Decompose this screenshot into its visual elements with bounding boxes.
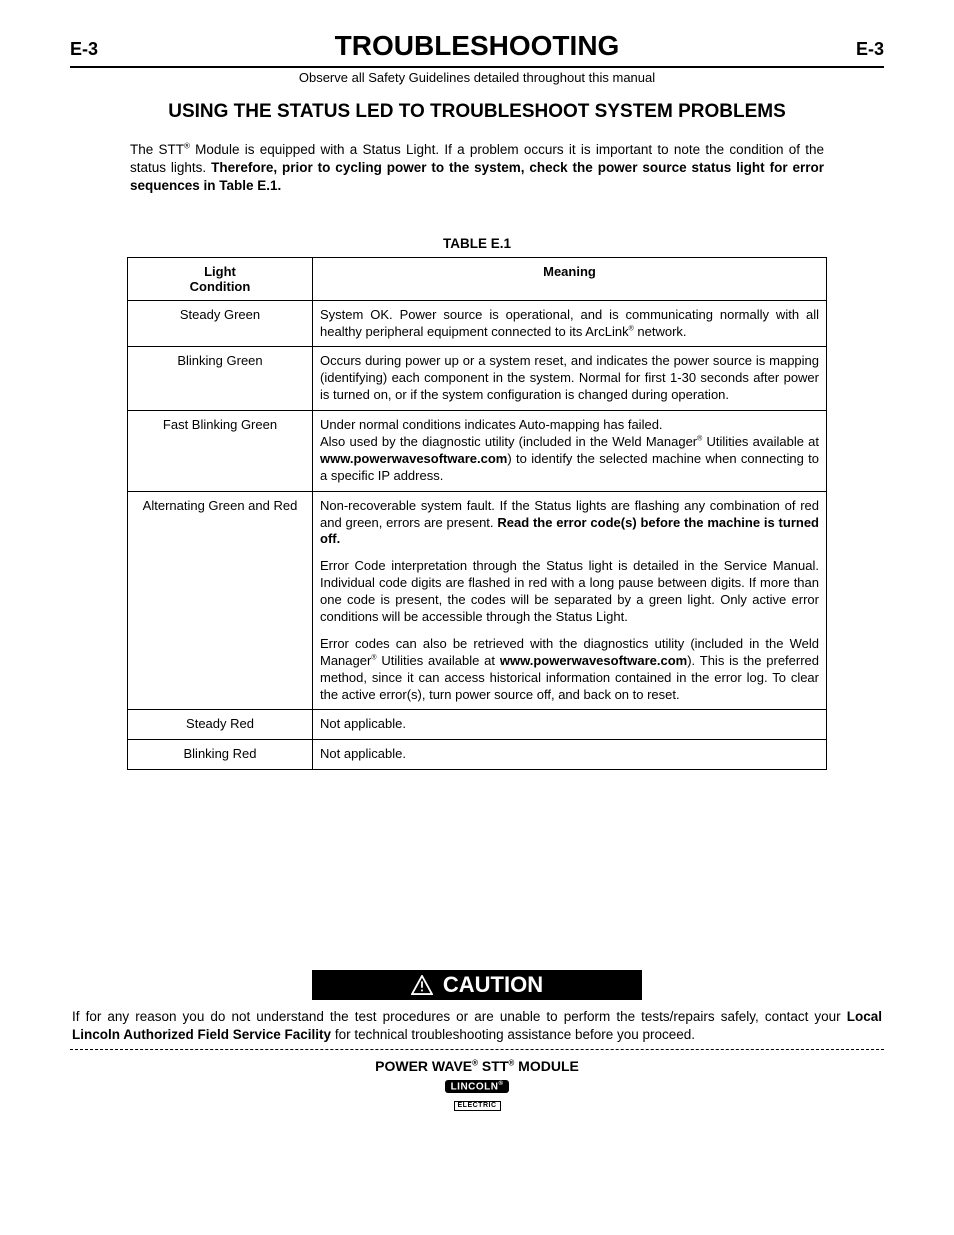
condition-cell: Fast Blinking Green bbox=[128, 411, 313, 492]
header-light-condition: LightCondition bbox=[128, 257, 313, 300]
footer-product: POWER WAVE® STT® MODULE bbox=[70, 1058, 884, 1074]
intro-paragraph: The STT® Module is equipped with a Statu… bbox=[130, 141, 824, 196]
page-code-left: E-3 bbox=[70, 39, 98, 60]
logo-top-text: LINCOLN bbox=[451, 1081, 499, 1092]
caution-text: If for any reason you do not understand … bbox=[72, 1008, 882, 1043]
table-row: Blinking GreenOccurs during power up or … bbox=[128, 347, 827, 411]
page-title: TROUBLESHOOTING bbox=[98, 30, 856, 62]
caution-box: CAUTION bbox=[312, 970, 642, 1000]
table-row: Fast Blinking GreenUnder normal conditio… bbox=[128, 411, 827, 492]
status-table: LightCondition Meaning Steady GreenSyste… bbox=[127, 257, 827, 771]
footer-mid: STT bbox=[478, 1058, 508, 1074]
lincoln-logo: LINCOLN® ELECTRIC bbox=[445, 1076, 510, 1112]
subheading: USING THE STATUS LED TO TROUBLESHOOT SYS… bbox=[70, 101, 884, 123]
condition-cell: Alternating Green and Red bbox=[128, 491, 313, 710]
dashed-separator bbox=[70, 1049, 884, 1050]
title-underline bbox=[70, 66, 884, 68]
condition-cell: Blinking Green bbox=[128, 347, 313, 411]
logo-wrap: LINCOLN® ELECTRIC bbox=[70, 1076, 884, 1112]
safety-guideline-line: Observe all Safety Guidelines detailed t… bbox=[70, 70, 884, 85]
footer-post: MODULE bbox=[514, 1058, 579, 1074]
intro-pre: The STT bbox=[130, 142, 184, 157]
table-row: Steady GreenSystem OK. Power source is o… bbox=[128, 300, 827, 347]
meaning-cell: Not applicable. bbox=[313, 740, 827, 770]
meaning-cell: Not applicable. bbox=[313, 710, 827, 740]
table-row: Blinking RedNot applicable. bbox=[128, 740, 827, 770]
header-row: E-3 TROUBLESHOOTING E-3 bbox=[70, 30, 884, 62]
meaning-cell: Occurs during power up or a system reset… bbox=[313, 347, 827, 411]
table-caption: TABLE E.1 bbox=[70, 236, 884, 251]
meaning-cell: Non-recoverable system fault. If the Sta… bbox=[313, 491, 827, 710]
caution-pre: If for any reason you do not understand … bbox=[72, 1009, 847, 1024]
warning-triangle-icon bbox=[411, 975, 433, 995]
intro-bold: Therefore, prior to cycling power to the… bbox=[130, 160, 824, 193]
caution-post: for technical troubleshooting assistance… bbox=[331, 1027, 695, 1042]
condition-cell: Steady Green bbox=[128, 300, 313, 347]
meaning-cell: System OK. Power source is operational, … bbox=[313, 300, 827, 347]
table-header-row: LightCondition Meaning bbox=[128, 257, 827, 300]
logo-top: LINCOLN® bbox=[445, 1080, 510, 1093]
meaning-cell: Under normal conditions indicates Auto-m… bbox=[313, 411, 827, 492]
page-code-right: E-3 bbox=[856, 39, 884, 60]
condition-cell: Blinking Red bbox=[128, 740, 313, 770]
caution-label: CAUTION bbox=[443, 972, 543, 998]
table-row: Steady RedNot applicable. bbox=[128, 710, 827, 740]
logo-bottom: ELECTRIC bbox=[454, 1101, 501, 1111]
header-light-condition-text: LightCondition bbox=[190, 264, 251, 294]
condition-cell: Steady Red bbox=[128, 710, 313, 740]
table-row: Alternating Green and RedNon-recoverable… bbox=[128, 491, 827, 710]
header-meaning: Meaning bbox=[313, 257, 827, 300]
footer-pre: POWER WAVE bbox=[375, 1058, 472, 1074]
